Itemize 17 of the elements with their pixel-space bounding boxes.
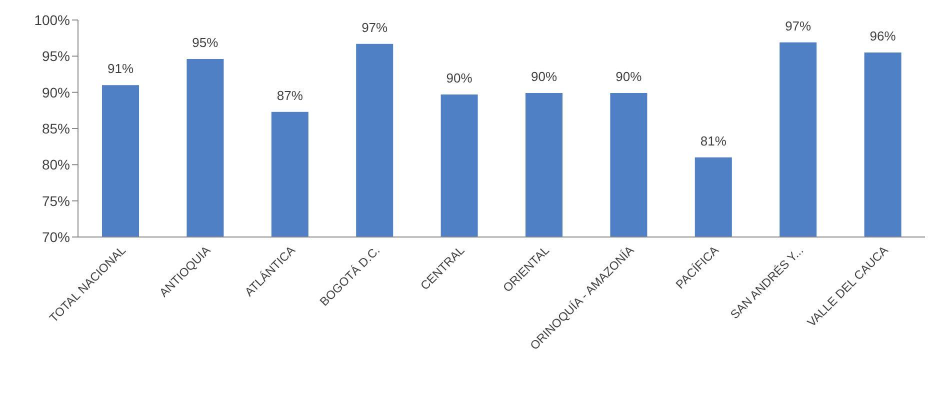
y-tick-label: 70% <box>42 228 70 245</box>
data-label: 96% <box>870 28 896 44</box>
y-tick-label: 95% <box>42 48 70 64</box>
data-label: 81% <box>700 133 727 148</box>
data-label: 90% <box>530 69 558 84</box>
data-label: 91% <box>107 61 134 76</box>
data-label: 95% <box>192 35 219 50</box>
y-tick-label: 75% <box>42 192 70 209</box>
y-tick-label: 85% <box>42 120 70 136</box>
y-tick-label: 80% <box>42 156 70 173</box>
data-label: 97% <box>785 18 812 34</box>
data-label: 97% <box>362 20 388 35</box>
y-tick-label: 90% <box>42 84 70 100</box>
data-label: 90% <box>616 69 642 84</box>
data-label: 90% <box>446 70 473 86</box>
data-label: 87% <box>276 88 304 103</box>
y-tick-label: 100% <box>34 12 70 28</box>
